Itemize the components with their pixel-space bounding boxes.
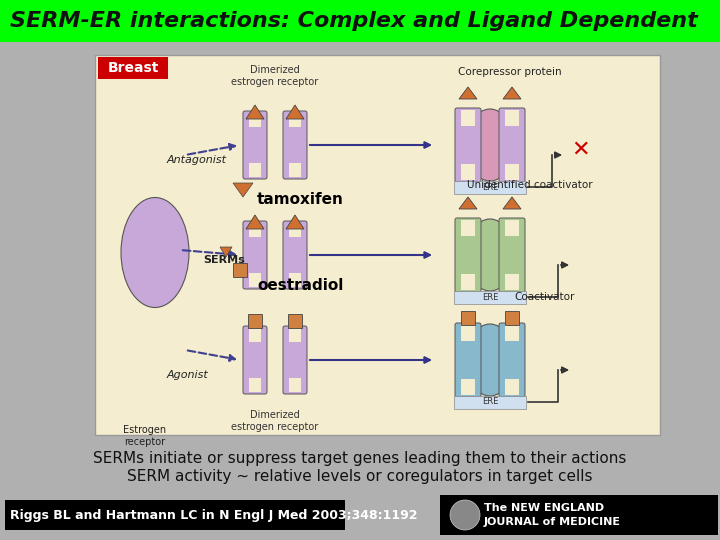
Bar: [505, 110, 519, 126]
Bar: [461, 325, 475, 341]
Bar: [289, 273, 301, 287]
Text: SERM-ER interactions: Complex and Ligand Dependent: SERM-ER interactions: Complex and Ligand…: [10, 11, 698, 31]
Ellipse shape: [466, 324, 514, 396]
Polygon shape: [286, 105, 304, 119]
Text: Unidentified coactivator: Unidentified coactivator: [467, 180, 593, 190]
Polygon shape: [459, 87, 477, 99]
Bar: [0, 0, 720, 42]
Text: SERMs initiate or suppress target genes leading them to their actions: SERMs initiate or suppress target genes …: [94, 450, 626, 465]
Bar: [249, 378, 261, 392]
Bar: [461, 164, 475, 180]
Text: tamoxifen: tamoxifen: [257, 192, 344, 207]
FancyBboxPatch shape: [455, 323, 481, 397]
Bar: [454, 181, 526, 194]
Text: ERE: ERE: [482, 397, 498, 407]
Text: oestradiol: oestradiol: [257, 278, 343, 293]
FancyBboxPatch shape: [283, 221, 307, 289]
Bar: [233, 263, 247, 277]
Polygon shape: [246, 105, 264, 119]
FancyBboxPatch shape: [455, 218, 481, 292]
Bar: [505, 220, 519, 236]
Bar: [461, 274, 475, 290]
Polygon shape: [246, 215, 264, 229]
Bar: [461, 379, 475, 395]
Text: JOURNAL of MEDICINE: JOURNAL of MEDICINE: [484, 517, 621, 527]
Ellipse shape: [466, 109, 514, 181]
Text: Agonist: Agonist: [167, 370, 209, 380]
Ellipse shape: [121, 198, 189, 307]
Polygon shape: [233, 183, 253, 197]
Bar: [505, 311, 519, 325]
Polygon shape: [286, 215, 304, 229]
Text: Dimerized
estrogen receptor: Dimerized estrogen receptor: [231, 65, 319, 87]
Bar: [461, 220, 475, 236]
Text: ERE: ERE: [482, 183, 498, 192]
Bar: [249, 328, 261, 342]
FancyBboxPatch shape: [283, 326, 307, 394]
FancyBboxPatch shape: [499, 108, 525, 182]
Bar: [249, 273, 261, 287]
Bar: [454, 291, 526, 304]
Polygon shape: [459, 197, 477, 209]
Circle shape: [450, 500, 480, 530]
FancyBboxPatch shape: [499, 323, 525, 397]
Bar: [289, 223, 301, 237]
Bar: [5, 500, 345, 530]
Text: Antagonist: Antagonist: [167, 155, 227, 165]
FancyBboxPatch shape: [243, 111, 267, 179]
Polygon shape: [503, 87, 521, 99]
Bar: [98, 57, 168, 79]
Text: Riggs BL and Hartmann LC in N Engl J Med 2003;348:1192: Riggs BL and Hartmann LC in N Engl J Med…: [10, 509, 418, 522]
Text: Coactivator: Coactivator: [515, 292, 575, 302]
Bar: [248, 314, 262, 328]
Text: SERMs: SERMs: [203, 255, 245, 265]
FancyBboxPatch shape: [499, 218, 525, 292]
Bar: [95, 55, 660, 435]
Bar: [249, 163, 261, 177]
FancyBboxPatch shape: [243, 221, 267, 289]
Text: ✕: ✕: [571, 140, 589, 160]
Bar: [289, 113, 301, 127]
Polygon shape: [503, 197, 521, 209]
Text: Breast: Breast: [107, 61, 158, 75]
Bar: [440, 495, 718, 535]
Text: ERE: ERE: [482, 293, 498, 301]
Bar: [289, 328, 301, 342]
Ellipse shape: [466, 219, 514, 291]
Text: Dimerized
estrogen receptor: Dimerized estrogen receptor: [231, 410, 319, 431]
FancyBboxPatch shape: [455, 108, 481, 182]
Bar: [289, 378, 301, 392]
Bar: [461, 311, 475, 325]
Bar: [288, 314, 302, 328]
Bar: [505, 379, 519, 395]
Bar: [289, 163, 301, 177]
Text: Estrogen
receptor: Estrogen receptor: [123, 425, 166, 447]
Bar: [505, 274, 519, 290]
Bar: [454, 396, 526, 409]
Polygon shape: [220, 247, 232, 257]
FancyBboxPatch shape: [283, 111, 307, 179]
Bar: [249, 113, 261, 127]
Text: Corepressor protein: Corepressor protein: [458, 67, 562, 77]
FancyBboxPatch shape: [243, 326, 267, 394]
Bar: [249, 223, 261, 237]
Bar: [505, 325, 519, 341]
Text: The NEW ENGLAND: The NEW ENGLAND: [484, 503, 604, 513]
Bar: [505, 164, 519, 180]
Bar: [461, 110, 475, 126]
Text: SERM activity ~ relative levels or coregulators in target cells: SERM activity ~ relative levels or coreg…: [127, 469, 593, 483]
